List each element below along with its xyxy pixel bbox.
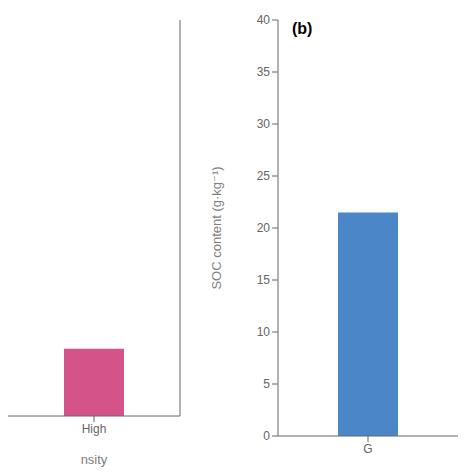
- svg-text:nsity: nsity: [81, 452, 108, 467]
- svg-text:20: 20: [257, 221, 271, 235]
- svg-text:G: G: [363, 442, 372, 456]
- svg-text:SOC content (g·kg⁻¹): SOC content (g·kg⁻¹): [209, 166, 224, 289]
- svg-text:25: 25: [257, 169, 271, 183]
- svg-text:High: High: [82, 422, 107, 436]
- svg-text:35: 35: [257, 65, 271, 79]
- svg-text:5: 5: [263, 377, 270, 391]
- svg-text:0: 0: [263, 429, 270, 443]
- svg-text:30: 30: [257, 117, 271, 131]
- svg-text:10: 10: [257, 325, 271, 339]
- html-text:(b): (b): [292, 20, 313, 37]
- svg-text:15: 15: [257, 273, 271, 287]
- svg-text:40: 40: [257, 13, 271, 27]
